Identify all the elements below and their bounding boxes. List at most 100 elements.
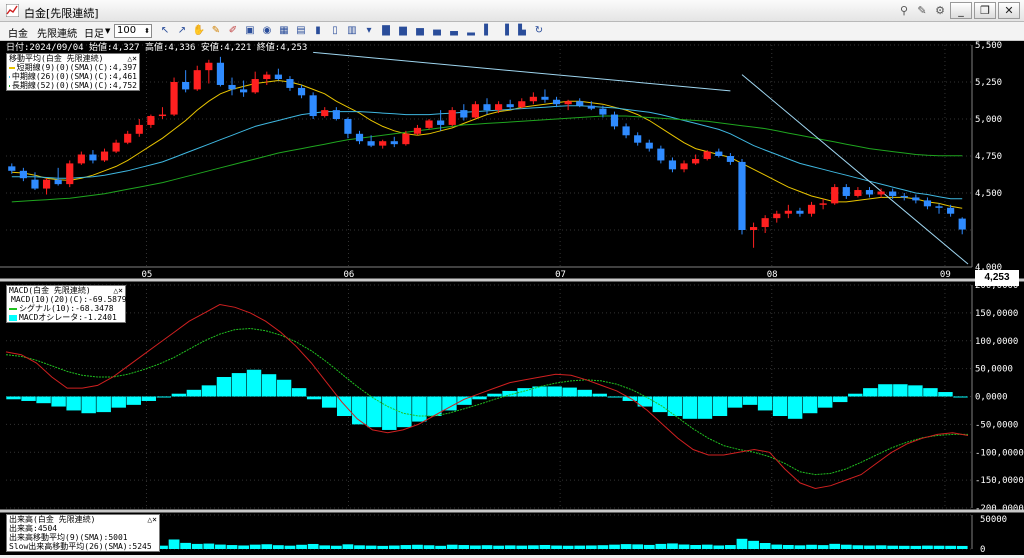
candle-chart-icon[interactable]: ▮ [315,25,321,36]
volume-bar [307,543,319,549]
legend-row-mid-ma: 中期線(26)(0)(SMA)(C):4,461 [9,72,137,81]
volume-bar [574,545,586,549]
candle-body [692,158,700,164]
candle-body [135,124,143,134]
candle-body [842,187,850,196]
indicator-icon[interactable]: ▆ [399,25,407,36]
split-icon[interactable]: ▐ [501,25,509,36]
volume-bar [898,545,910,549]
macd-oscillator-bar [186,389,202,397]
volume-bar [249,544,261,549]
chart-canvas[interactable]: 5,500 5,250 5,000 4,750 4,500 4,000 05 06 07 08 09… [0,41,1024,555]
volume-tick-label: 0 [980,545,985,555]
last-price-tag: 4,253 [975,270,1019,286]
candle-body [634,135,642,143]
macd-oscillator-bar [306,396,322,400]
macd-tick-label: 50,0000 [975,365,1013,375]
candle-body [8,166,16,171]
draw-line-icon[interactable]: ✎ [211,25,221,36]
volume-bar [933,545,945,549]
macd-oscillator-bar [622,396,638,401]
period-dropdown-arrow-icon[interactable]: ▼ [105,27,111,35]
candle-body [286,79,294,88]
oscillator-icon[interactable]: ▄ [433,25,441,36]
window-title: 白金[先限連続] [24,7,99,20]
candle-body [877,191,885,195]
candle-body [77,154,85,164]
compare-icon[interactable]: ▃ [450,25,458,36]
volume-label: 出来高:4504 [9,524,58,533]
hand-icon[interactable]: ✋ [192,25,206,36]
macd-oscillator-bar [893,384,908,397]
macd-legend[interactable]: MACD(白金 先限連続) △× MACD(10)(20)(C):-69.587… [6,285,127,323]
macd-oscillator-bar [532,386,547,397]
minimize-button[interactable]: _ [950,2,972,19]
pin-icon[interactable]: ✎ [917,4,927,17]
candle-body [344,119,352,134]
candle-body [112,142,120,152]
line-chart-icon[interactable]: ▯ [332,25,338,36]
volume-chart-icon[interactable]: ▇ [382,25,390,36]
x-tick-label: 08 [767,270,778,280]
cursor-icon[interactable]: ↖ [160,25,170,36]
oscillator-swatch [9,314,17,321]
volume-bar [516,545,528,549]
macd-tick-label: 100,0000 [975,337,1018,347]
table-icon[interactable]: ▤ [296,25,306,36]
candle-body [947,207,955,214]
volume-bar [678,544,690,549]
macd-oscillator-bar [336,396,352,417]
volume-bar [887,545,899,549]
macd-grid: 200,0000 150,0000 100,0000 50,0000 0,0000 -50… [6,281,1024,514]
legend-close-icon[interactable]: △× [127,54,137,63]
window-title-bar[interactable]: 白金[先限連続] ⚲ ✎ ⚙ _ ❐ ✕ [0,0,1024,22]
macd-oscillator-bar [6,396,21,400]
volume-bar [956,545,968,549]
x-tick-label: 05 [141,270,152,280]
volume-bar [446,544,458,549]
commodity-selector[interactable]: 白金 [8,29,28,40]
candle-body [355,133,364,142]
eraser-icon[interactable]: ✐ [228,25,238,36]
macd-oscillator-bar [321,396,337,408]
ma-legend[interactable]: 移動平均(白金 先限連続) △× 短期線(9)(0)(SMA)(C):4,397… [6,53,140,91]
bar-chart-icon[interactable]: ▥ [347,25,357,36]
volume-bar [690,544,702,549]
overlay-icon[interactable]: ▂ [467,25,475,36]
macd-legend-close-icon[interactable]: △× [113,286,123,295]
refresh-icon[interactable]: ↻ [534,25,544,36]
crosshair-cursor-icon[interactable]: ↗ [177,25,187,36]
volume-bar [504,545,516,549]
macd-oscillator-bar [757,396,773,411]
panel-icon[interactable]: ▌ [484,25,492,36]
volume-bar [840,544,852,549]
stats-icon[interactable]: ▙ [518,25,526,36]
restore-button[interactable]: ❐ [974,2,996,19]
candle-body [228,84,236,90]
spin-arrows-icon[interactable]: ⬍ [144,27,150,35]
volume-bar [667,543,678,549]
legend-row-short-ma: 短期線(9)(0)(SMA)(C):4,397 [9,63,137,72]
bar-chart-dropdown-icon[interactable]: ▾ [366,25,372,36]
volume-bar [562,545,574,549]
window-layout-icon[interactable]: ▣ [245,25,255,36]
candle-body [749,227,758,230]
macd-oscillator-bar [96,396,111,413]
volume-bar [829,543,841,549]
volume-legend-close-icon[interactable]: △× [147,515,157,524]
bar-count-value: 100 [117,25,137,36]
macd-oscillator-bar [727,396,743,408]
volume-legend[interactable]: 出来高(白金 先限連続) △× 出来高:4504 出来高移動平均(9)(SMA)… [6,514,160,552]
contract-selector[interactable]: 先限連続 [37,29,77,40]
link-icon[interactable]: ⚲ [899,4,909,17]
chart-area[interactable]: 5,500 5,250 5,000 4,750 4,500 4,000 05 06 07 08 09… [0,41,1024,555]
close-button[interactable]: ✕ [998,2,1020,19]
zoom-icon[interactable]: ◉ [262,25,272,36]
candle-body [738,161,746,230]
bar-count-input[interactable]: 100 ⬍ [114,24,152,38]
grid-icon[interactable]: ▦ [279,25,289,36]
period-selector[interactable]: 日足 [84,29,104,40]
histogram-icon[interactable]: ▅ [416,25,424,36]
settings-icon[interactable]: ⚙ [935,4,945,17]
volume-bar [226,545,238,549]
